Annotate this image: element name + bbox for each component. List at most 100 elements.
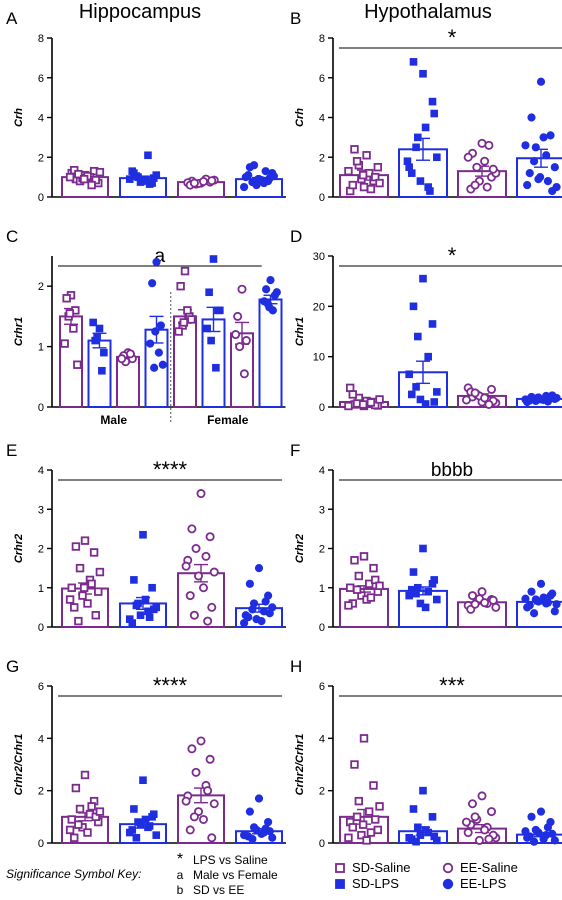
data-point [67, 815, 76, 824]
data-point [205, 288, 213, 297]
data-point [371, 815, 380, 824]
data-point [366, 593, 376, 602]
data-point [145, 180, 154, 188]
panel-G: G 0 2 4 6 Crhr2/Crhr1 **** [6, 657, 286, 850]
data-point [409, 805, 418, 813]
data-point [83, 599, 92, 608]
y-tick-label: 4 [38, 465, 44, 477]
data-point [480, 156, 490, 166]
data-point [179, 318, 189, 327]
data-point [373, 825, 383, 835]
data-point [352, 585, 362, 594]
data-point [428, 320, 437, 328]
key-title: Significance Symbol Key: [6, 867, 141, 881]
data-point [60, 339, 69, 348]
data-point [527, 587, 536, 596]
data-point [424, 587, 432, 596]
data-point [78, 591, 87, 600]
data-point [348, 390, 357, 399]
data-point [239, 618, 249, 628]
data-point [145, 822, 154, 830]
data-point [79, 174, 89, 184]
data-point [71, 542, 81, 551]
data-point [412, 837, 420, 846]
data-point [75, 804, 85, 814]
panel-F: F 0 1 2 3 4 Crhr2 bbbb [290, 441, 562, 634]
data-point [480, 393, 490, 403]
data-point [148, 279, 157, 288]
data-point [373, 162, 383, 172]
data-point [239, 831, 249, 840]
y-tick-label: 4 [319, 733, 325, 745]
data-point [433, 388, 441, 396]
data-point [145, 613, 154, 621]
data-point [257, 617, 266, 626]
y-axis-label: Crhr1 [13, 317, 25, 346]
data-point [543, 823, 553, 832]
data-point [366, 184, 376, 194]
data-point [371, 575, 380, 585]
data-point [539, 593, 548, 602]
key-symbol: b [177, 883, 184, 897]
data-point [265, 609, 274, 618]
data-point [525, 601, 534, 610]
data-point [375, 395, 384, 404]
y-tick-label: 2 [319, 152, 325, 164]
data-point [416, 831, 425, 839]
data-point [480, 825, 490, 835]
data-point [484, 399, 494, 409]
y-axis-label: Crh [294, 108, 306, 127]
data-point [521, 827, 530, 836]
data-point [89, 548, 99, 557]
data-point [67, 583, 76, 592]
data-point [231, 330, 241, 340]
data-point [269, 172, 279, 181]
data-point [207, 176, 217, 186]
data-point [529, 157, 539, 166]
data-point [128, 167, 137, 175]
data-point [419, 274, 427, 283]
data-point [196, 489, 206, 499]
y-axis-label: Crhr2 [13, 534, 25, 563]
y-tick-label: 4 [38, 733, 44, 745]
data-point [71, 783, 81, 793]
data-point [194, 571, 204, 581]
data-point [350, 145, 359, 154]
data-point [534, 828, 543, 837]
data-point [362, 151, 371, 160]
data-point [405, 370, 413, 379]
data-point [491, 602, 501, 612]
data-point [185, 825, 195, 835]
data-point [371, 172, 380, 182]
bar [201, 318, 226, 409]
data-point [189, 178, 199, 188]
data-point [245, 807, 254, 816]
y-tick-label: 8 [38, 33, 44, 45]
data-point [233, 311, 243, 321]
data-point [345, 383, 355, 393]
data-point [187, 524, 197, 534]
data-point [91, 611, 100, 620]
y-tick-label: 6 [38, 73, 44, 85]
data-point [151, 327, 160, 336]
data-point [467, 799, 477, 809]
data-point [189, 610, 199, 620]
data-point [198, 583, 208, 593]
panel-letter: D [290, 227, 302, 246]
data-point [536, 173, 545, 182]
data-point [345, 583, 355, 592]
data-point [141, 595, 150, 604]
data-point [536, 807, 546, 816]
data-point [94, 587, 103, 596]
y-tick-label: 8 [319, 33, 325, 45]
data-point [149, 605, 158, 614]
data-point [93, 333, 101, 342]
data-point [433, 595, 441, 604]
data-point [144, 151, 152, 160]
y-tick-label: 2 [319, 544, 325, 556]
data-point [527, 812, 536, 821]
data-point [191, 544, 201, 554]
data-point [65, 309, 75, 318]
data-point [529, 609, 539, 618]
data-point [419, 786, 427, 795]
